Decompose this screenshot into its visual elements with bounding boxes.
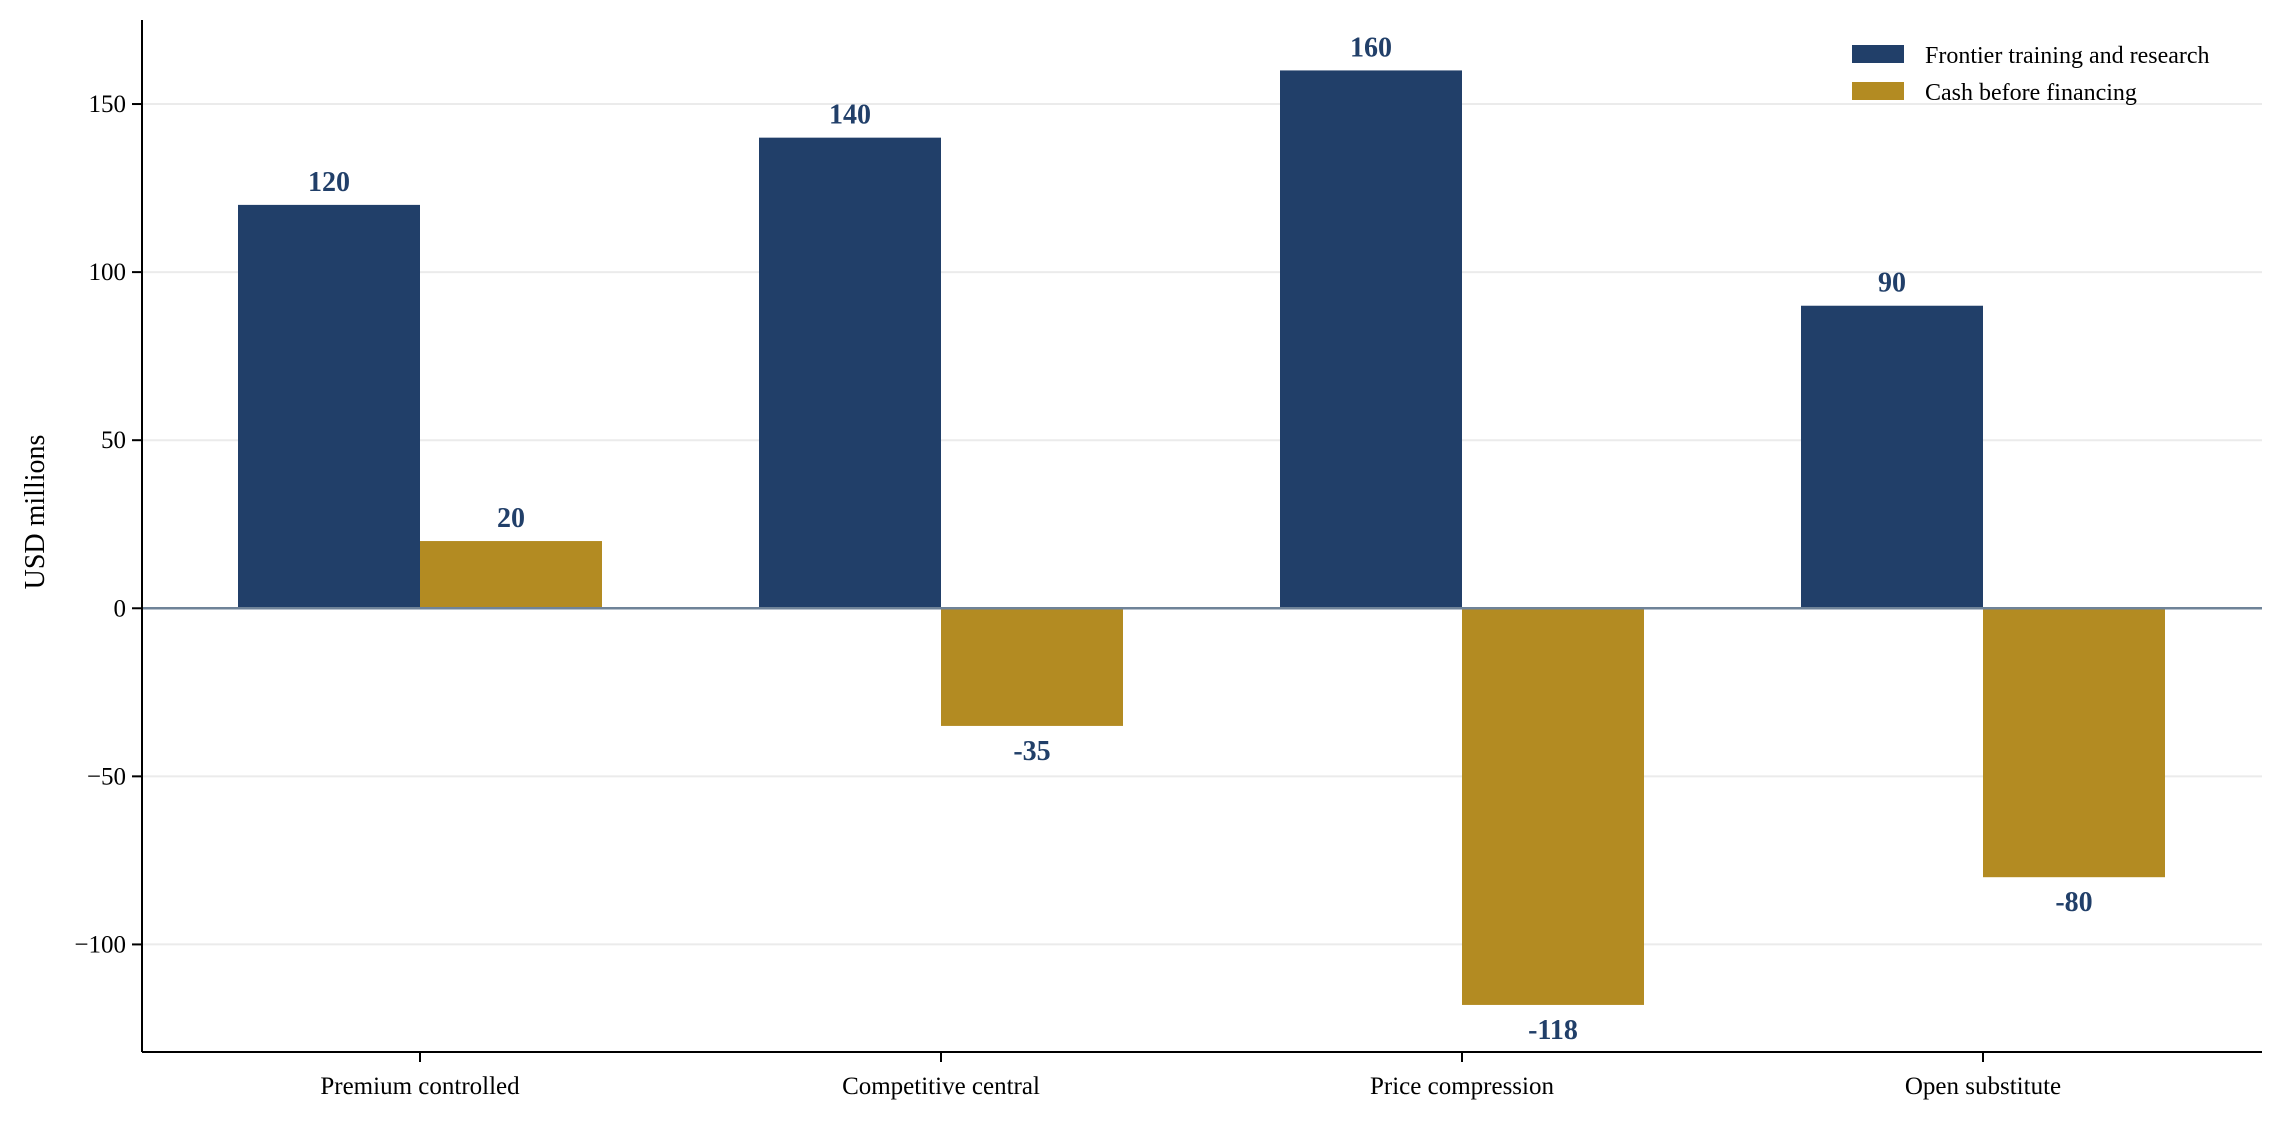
category-label: Premium controlled <box>320 1073 520 1100</box>
bar-frontier <box>759 137 941 609</box>
category-label: Open substitute <box>1905 1073 2061 1100</box>
bar-cash <box>1462 608 1644 1005</box>
axes: −100 −50 0 50 100 150 Premium controlled Compet… <box>74 20 2262 1100</box>
bar-cash <box>420 541 602 609</box>
y-tick-label: 50 <box>101 427 126 454</box>
bar-cash <box>941 608 1123 726</box>
category-label: Price compression <box>1370 1073 1554 1100</box>
data-label: 160 <box>1350 32 1392 63</box>
data-label: -118 <box>1528 1015 1578 1046</box>
category-label: Competitive central <box>842 1073 1040 1100</box>
data-label: 20 <box>497 503 525 534</box>
legend: Frontier training and research Cash befor… <box>1852 43 2210 106</box>
grid-lines <box>142 103 2262 946</box>
bar-frontier <box>1280 70 1462 609</box>
y-tick-label: 150 <box>89 91 127 118</box>
legend-label: Cash before financing <box>1925 80 2137 106</box>
data-label: -35 <box>1013 736 1050 767</box>
y-tick-label: −100 <box>74 931 126 958</box>
data-label: 120 <box>308 167 350 198</box>
bar-frontier <box>238 204 420 609</box>
y-tick-label: 100 <box>89 259 127 286</box>
legend-swatch <box>1852 45 1904 63</box>
data-label: 90 <box>1878 268 1906 299</box>
y-tick-label: 0 <box>114 595 127 622</box>
legend-swatch <box>1852 82 1904 100</box>
bar-frontier <box>1801 305 1983 609</box>
data-labels: 120 20 140 -35 160 -118 90 -80 <box>308 32 2093 1046</box>
y-axis-title: USD millions <box>20 435 51 590</box>
legend-label: Frontier training and research <box>1925 43 2210 69</box>
bars <box>238 70 2165 1005</box>
data-label: -80 <box>2055 887 2092 918</box>
bar-cash <box>1983 608 2165 878</box>
y-tick-label: −50 <box>87 763 126 790</box>
data-label: 140 <box>829 100 871 131</box>
